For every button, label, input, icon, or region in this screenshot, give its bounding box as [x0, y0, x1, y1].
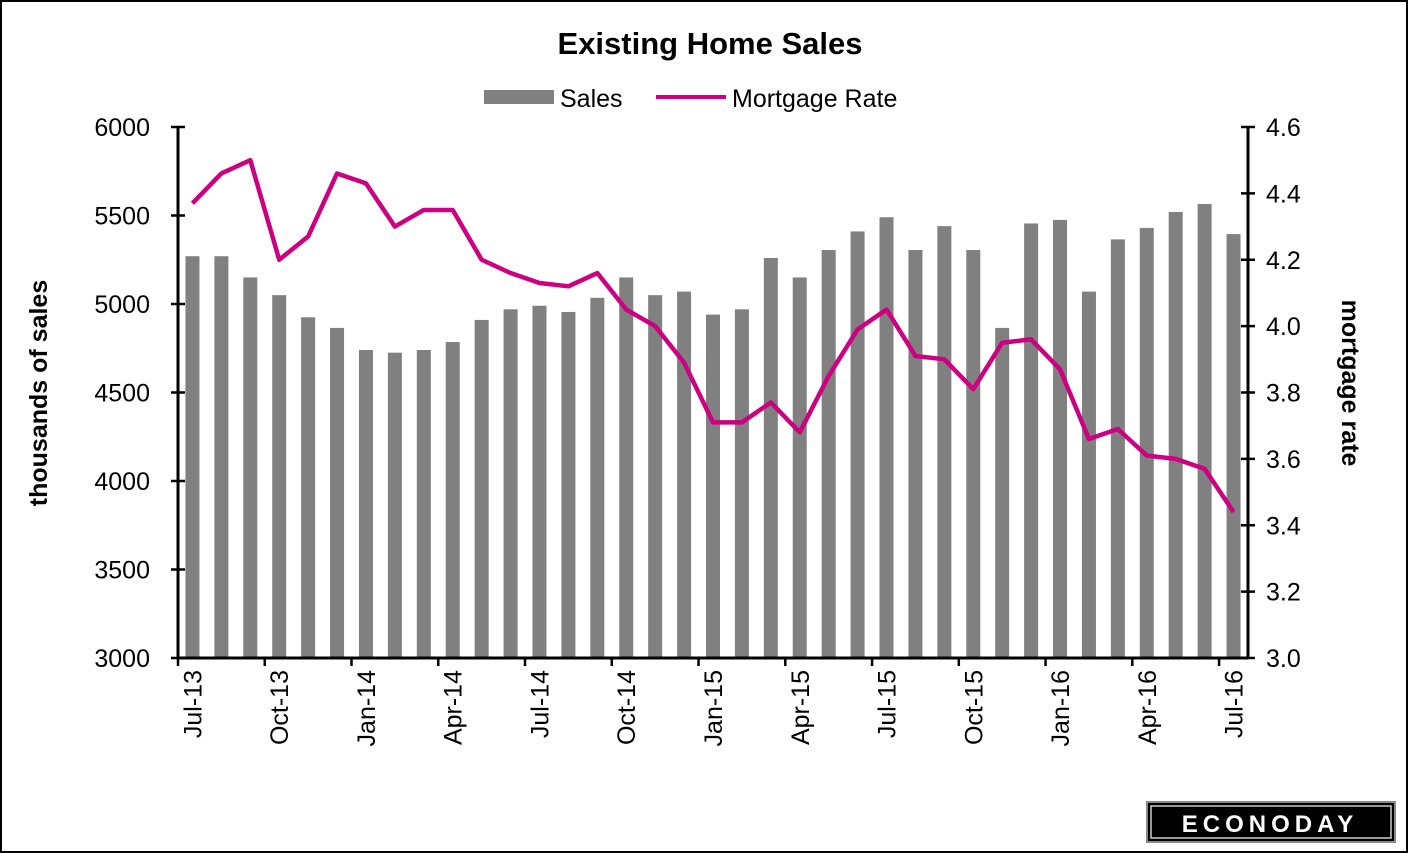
y-tick-label: 3500 [94, 557, 150, 585]
y2-tick-label: 3.4 [1266, 512, 1301, 540]
y2-tick-label: 4.0 [1266, 313, 1301, 341]
bar-sales-Oct-15 [966, 250, 981, 658]
x-tick-label: Apr-16 [1134, 670, 1162, 745]
bar-sales-Feb-16 [1081, 291, 1096, 658]
y-tick-label: 4000 [94, 468, 150, 496]
bar-sales-Jul-15 [879, 217, 894, 658]
y-tick-label: 5000 [94, 291, 150, 319]
bar-sales-Jan-16 [1053, 219, 1068, 659]
bar-sales-Jun-14 [503, 309, 518, 658]
y2-tick-label: 3.2 [1266, 579, 1301, 607]
y-tick-label: 6000 [94, 114, 150, 142]
bar-sales-Jul-14 [532, 305, 547, 658]
x-tick-label: Oct-15 [960, 670, 988, 745]
bar-sales-Jul-16 [1226, 234, 1241, 658]
bar-sales-May-14 [474, 319, 489, 658]
bar-sales-Feb-14 [387, 352, 402, 658]
y-tick-label: 5500 [94, 203, 150, 231]
bar-sales-Jun-16 [1197, 203, 1212, 658]
x-tick-label: Jan-16 [1047, 670, 1075, 746]
bar-sales-Apr-14 [445, 342, 460, 658]
bar-sales-Feb-15 [734, 309, 749, 658]
y2-axis-label: mortgage rate [1336, 300, 1364, 467]
bar-sales-Sep-13 [243, 277, 258, 658]
y2-tick-label: 3.8 [1266, 380, 1301, 408]
legend-label-sales: Sales [560, 85, 623, 113]
bar-sales-Mar-14 [416, 350, 431, 658]
y2-tick-label: 3.6 [1266, 446, 1301, 474]
x-tick-label: Oct-14 [613, 670, 641, 745]
x-tick-label: Jul-14 [526, 670, 554, 738]
x-tick-label: Jan-14 [353, 670, 381, 747]
bar-sales-Aug-14 [561, 311, 576, 658]
bar-sales-Apr-15 [792, 277, 807, 658]
bar-sales-Aug-15 [908, 250, 923, 658]
bar-sales-Jul-13 [185, 256, 200, 658]
y2-tick-label: 3.0 [1266, 645, 1301, 673]
bar-sales-Sep-15 [937, 226, 952, 658]
chart-title: Existing Home Sales [558, 26, 863, 61]
x-tick-label: Jul-16 [1221, 670, 1249, 738]
x-tick-label: Oct-13 [266, 670, 294, 745]
y2-tick-label: 4.6 [1266, 114, 1301, 142]
y-axis-label: thousands of sales [25, 280, 53, 506]
y-tick-label: 4500 [94, 380, 150, 408]
bar-sales-Jun-15 [850, 231, 865, 658]
bar-sales-Dec-13 [330, 327, 345, 658]
logo-text: ECONODAY [1182, 811, 1358, 838]
x-tick-label: Apr-15 [787, 670, 815, 745]
y-tick-label: 3000 [94, 645, 150, 673]
y2-tick-label: 4.2 [1266, 247, 1301, 275]
legend: Sales Mortgage Rate [484, 85, 897, 113]
x-tick-label: Apr-14 [440, 670, 468, 745]
x-tick-label: Jul-15 [874, 670, 902, 738]
bar-sales-May-16 [1168, 211, 1183, 658]
econoday-logo: ECONODAY [1146, 801, 1396, 843]
bar-sales-Oct-14 [619, 277, 634, 658]
bar-sales-Apr-16 [1139, 227, 1154, 658]
bar-sales-Jan-15 [706, 314, 720, 658]
bar-sales-Dec-15 [1024, 223, 1039, 658]
bar-sales-Nov-15 [995, 327, 1010, 658]
bar-sales-Mar-15 [763, 257, 778, 658]
bar-sales-Dec-14 [677, 291, 692, 658]
legend-swatch-sales [484, 90, 554, 104]
legend-label-mortgage-rate: Mortgage Rate [732, 85, 897, 113]
y2-tick-label: 4.4 [1266, 180, 1301, 208]
bar-sales-Mar-16 [1110, 239, 1125, 658]
bar-sales-Jan-14 [358, 350, 373, 658]
bar-sales-Nov-13 [301, 317, 316, 658]
bar-sales-Sep-14 [590, 297, 605, 658]
bar-sales-Nov-14 [648, 295, 663, 658]
x-tick-label: Jan-15 [700, 670, 728, 746]
x-tick-label: Jul-13 [179, 670, 207, 738]
bar-sales-May-15 [821, 250, 836, 658]
bar-sales-Oct-13 [272, 295, 287, 658]
bar-sales-Aug-13 [214, 256, 229, 658]
